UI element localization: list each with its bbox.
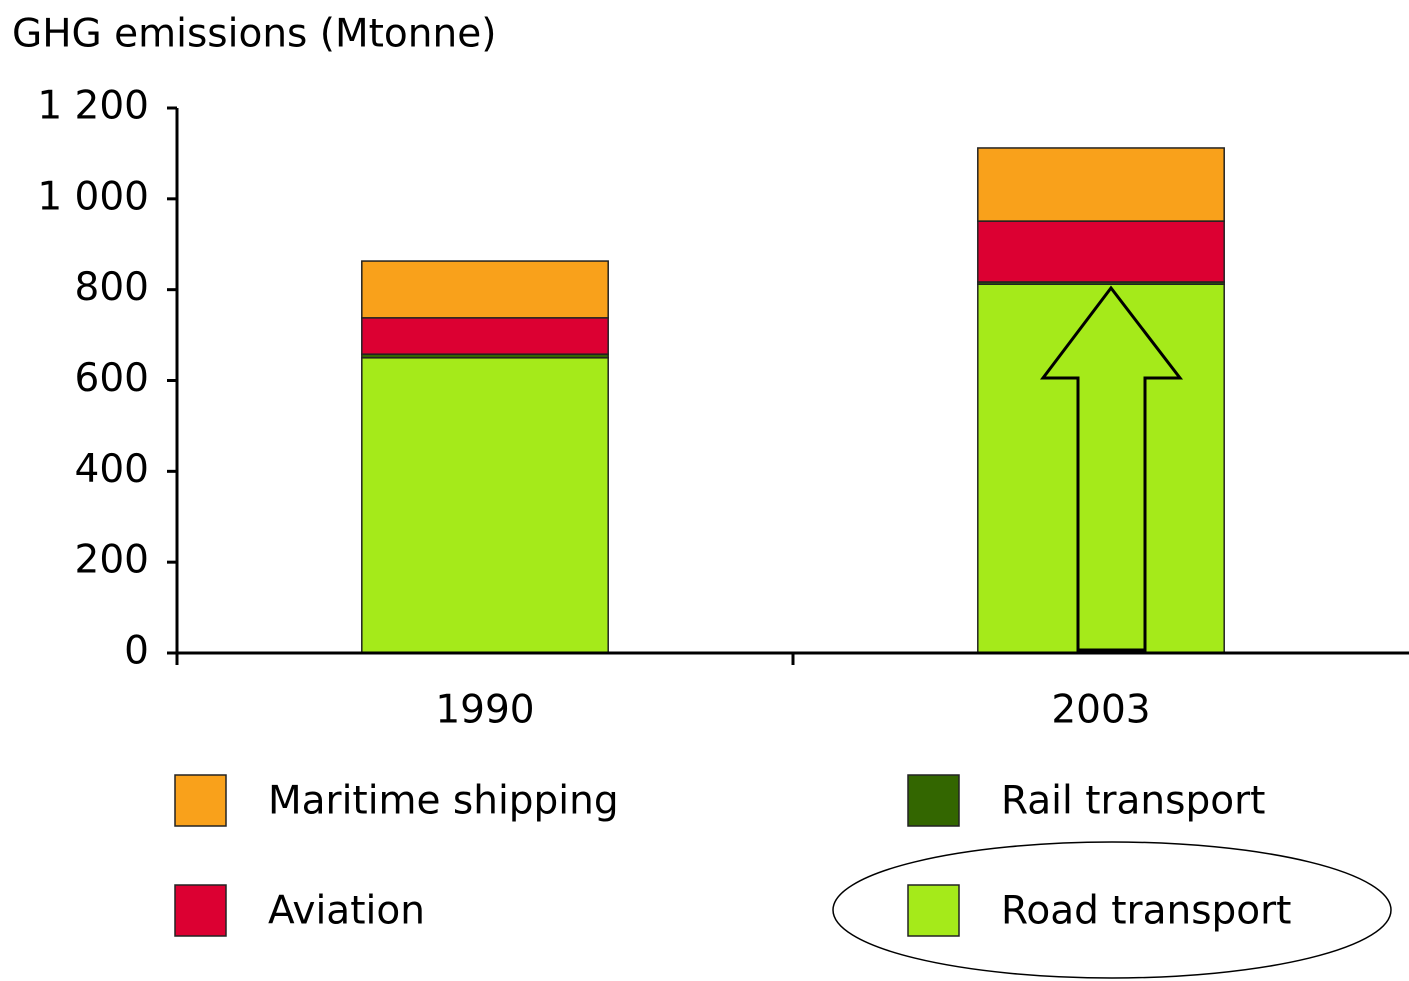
y-tick-label: 800 [75, 265, 149, 310]
legend-swatch [907, 884, 960, 937]
legend-label: Road transport [1001, 889, 1291, 934]
bar-segment [977, 283, 1225, 654]
x-tick-label: 2003 [1051, 688, 1150, 733]
bar-segment [977, 147, 1225, 222]
highlight-ellipse [832, 841, 1392, 979]
x-tick-label: 1990 [435, 688, 534, 733]
chart-title: GHG emissions (Mtonne) [12, 12, 496, 57]
legend-label: Maritime shipping [268, 779, 619, 824]
bar-segment [977, 220, 1225, 283]
legend-label: Rail transport [1001, 779, 1265, 824]
bar-segment [361, 357, 609, 654]
y-tick-label: 200 [75, 538, 149, 583]
legend-swatch [174, 774, 227, 827]
legend-label: Aviation [268, 889, 425, 934]
y-tick-label: 0 [124, 629, 149, 674]
legend-swatch [907, 774, 960, 827]
annotations [832, 285, 1392, 979]
y-tick-label: 1 200 [37, 84, 149, 129]
y-tick-label: 600 [75, 356, 149, 401]
y-tick-label: 400 [75, 447, 149, 492]
bar-segment [361, 260, 609, 319]
arrow [1039, 285, 1184, 652]
legend-swatch [174, 884, 227, 937]
bar-segment [361, 317, 609, 355]
y-tick-label: 1 000 [37, 174, 149, 219]
plot: 0 200 400 600 800 1 000 1 200 1990 2003 [37, 84, 1409, 733]
